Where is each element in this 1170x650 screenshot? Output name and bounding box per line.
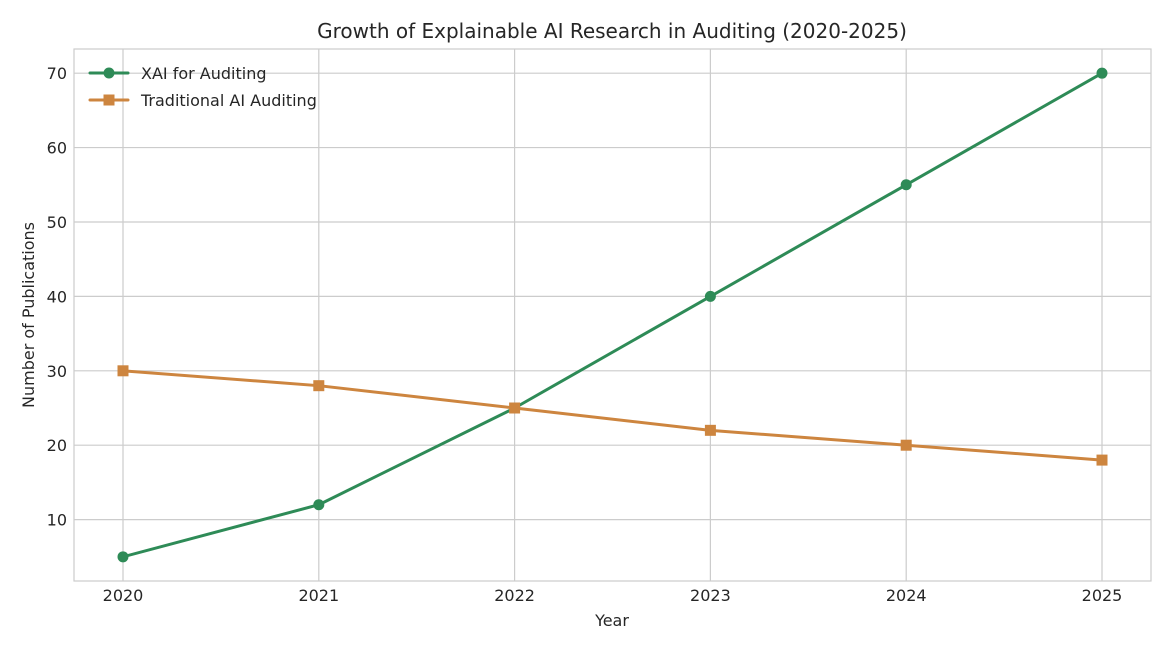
x-tick-label: 2021 xyxy=(298,586,339,605)
series-line xyxy=(121,369,1104,462)
grid-lines xyxy=(74,49,1151,581)
x-tick-label: 2020 xyxy=(103,586,144,605)
legend-marker xyxy=(103,67,115,79)
x-tick-labels: 2020 2021 2022 2023 2024 2025 xyxy=(103,586,1123,605)
data-point xyxy=(1096,67,1108,79)
data-point xyxy=(509,402,521,414)
data-point xyxy=(313,499,325,511)
y-tick-labels: 10 20 30 40 50 60 70 xyxy=(47,64,67,529)
legend-marker xyxy=(103,94,115,106)
plot-frame xyxy=(73,48,1152,582)
data-point xyxy=(704,290,716,302)
legend: XAI for Auditing Traditional AI Auditing xyxy=(88,64,317,110)
series-1 xyxy=(117,67,1108,563)
data-point xyxy=(313,380,325,392)
y-tick-label: 10 xyxy=(47,511,67,530)
x-tick-label: 2022 xyxy=(494,586,535,605)
legend-item: Traditional AI Auditing xyxy=(88,91,317,110)
y-tick-label: 30 xyxy=(47,362,67,381)
y-tick-label: 70 xyxy=(47,64,67,83)
data-point xyxy=(117,551,129,563)
data-point xyxy=(900,179,912,191)
y-tick-label: 60 xyxy=(47,139,67,158)
y-tick-label: 40 xyxy=(47,287,67,306)
legend-label: XAI for Auditing xyxy=(141,64,267,83)
series-line xyxy=(121,71,1104,559)
y-axis-label: Number of Publications xyxy=(19,222,38,408)
legend-item: XAI for Auditing xyxy=(88,64,267,83)
x-axis-label: Year xyxy=(594,611,629,630)
data-point xyxy=(117,365,129,377)
y-tick-label: 20 xyxy=(47,436,67,455)
data-point xyxy=(900,439,912,451)
data-point xyxy=(704,424,716,436)
x-tick-label: 2023 xyxy=(690,586,731,605)
y-tick-label: 50 xyxy=(47,213,67,232)
x-tick-label: 2024 xyxy=(886,586,927,605)
legend-label: Traditional AI Auditing xyxy=(140,91,317,110)
series-layer xyxy=(117,67,1108,563)
data-point xyxy=(1096,454,1108,466)
series-2 xyxy=(117,365,1108,466)
chart-title: Growth of Explainable AI Research in Aud… xyxy=(317,19,907,43)
x-tick-label: 2025 xyxy=(1082,586,1123,605)
